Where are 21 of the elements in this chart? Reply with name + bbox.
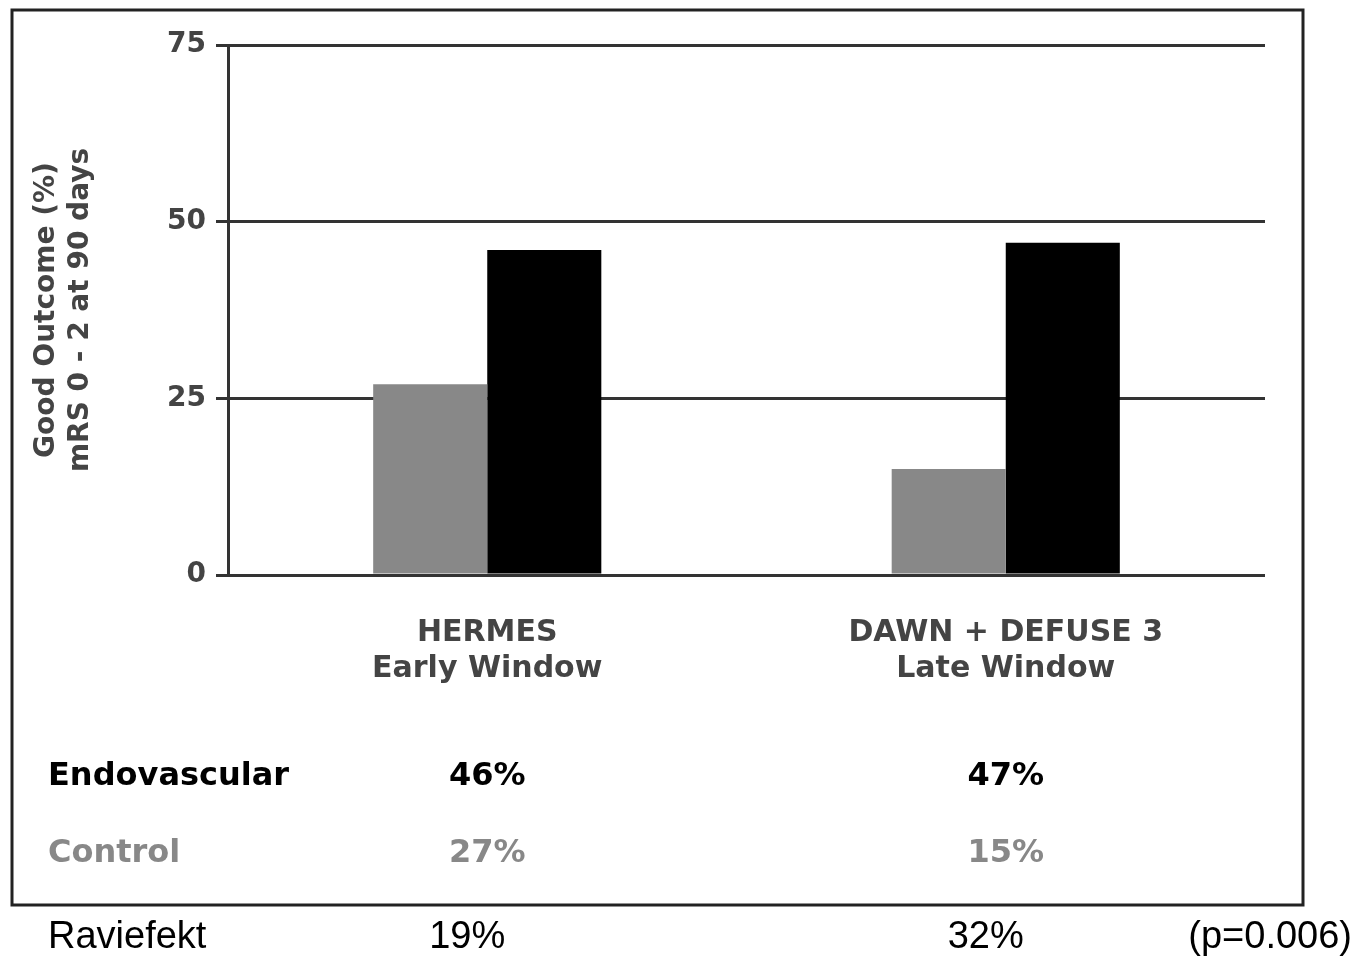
text: 32%	[947, 914, 1024, 957]
data-label: 27%	[448, 832, 526, 871]
data-label: 15%	[967, 832, 1045, 871]
text: 19%	[429, 914, 506, 957]
data-label: 46%	[448, 755, 526, 794]
x-tick-label: HERMES Early Window	[372, 612, 603, 684]
data-label: 47%	[967, 755, 1045, 794]
bar	[487, 249, 602, 574]
y-tick-label: 75	[167, 26, 206, 60]
bar	[373, 384, 488, 574]
y-axis-title: Good Outcome (%) mRS 0 - 2 at 90 days	[28, 147, 95, 473]
y-tick-label: 50	[167, 202, 206, 236]
text: (p=0.006)	[1188, 914, 1352, 957]
text: Endovascular	[48, 755, 290, 794]
bar	[1005, 242, 1120, 574]
y-tick-label: 0	[186, 556, 206, 590]
bar	[891, 469, 1006, 574]
x-tick-label: DAWN + DEFUSE 3 Late Window	[848, 612, 1164, 684]
y-tick-label: 25	[167, 379, 206, 413]
text: Raviefekt	[48, 914, 207, 957]
text: Control	[48, 832, 181, 871]
